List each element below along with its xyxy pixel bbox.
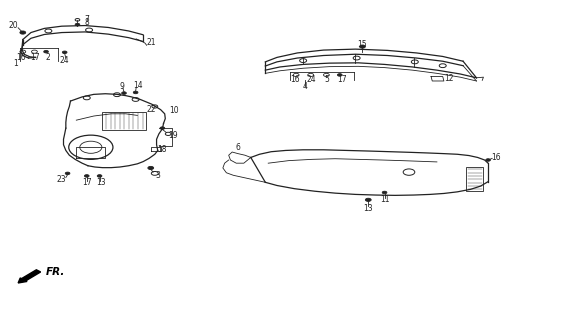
- Text: 10: 10: [169, 106, 179, 115]
- Text: 12: 12: [444, 74, 454, 83]
- Text: 4: 4: [303, 82, 307, 91]
- Text: 1: 1: [13, 59, 17, 68]
- FancyArrow shape: [18, 270, 41, 283]
- Text: 17: 17: [30, 53, 40, 62]
- Circle shape: [122, 92, 127, 94]
- Circle shape: [486, 159, 490, 161]
- Circle shape: [97, 175, 102, 177]
- Circle shape: [338, 74, 342, 76]
- Text: 11: 11: [380, 195, 389, 204]
- Circle shape: [382, 191, 387, 194]
- Circle shape: [160, 127, 165, 129]
- Text: 16: 16: [491, 153, 501, 162]
- Text: 17: 17: [82, 179, 92, 188]
- Circle shape: [65, 172, 70, 175]
- Circle shape: [148, 166, 154, 170]
- Text: 13: 13: [96, 179, 106, 188]
- Circle shape: [75, 23, 80, 26]
- Circle shape: [85, 175, 89, 177]
- Circle shape: [134, 91, 138, 94]
- Text: 3: 3: [155, 172, 160, 180]
- Text: 16: 16: [290, 75, 300, 84]
- Text: 14: 14: [133, 81, 143, 90]
- Bar: [466, 167, 483, 191]
- Bar: [103, 112, 146, 130]
- Circle shape: [62, 51, 67, 53]
- Circle shape: [20, 31, 26, 34]
- Circle shape: [44, 50, 48, 53]
- Text: 22: 22: [146, 105, 156, 114]
- Text: 8: 8: [85, 19, 89, 28]
- Text: 5: 5: [324, 75, 329, 84]
- Text: FR.: FR.: [46, 267, 65, 277]
- Text: 7: 7: [85, 15, 89, 24]
- Circle shape: [366, 198, 371, 201]
- Text: 24: 24: [60, 56, 69, 65]
- Text: 15: 15: [357, 40, 367, 49]
- Text: 9: 9: [120, 82, 124, 91]
- Text: 16: 16: [16, 53, 26, 62]
- Text: 19: 19: [168, 131, 178, 140]
- Text: 20: 20: [9, 21, 18, 30]
- Text: 21: 21: [146, 38, 156, 47]
- Text: 18: 18: [157, 145, 167, 154]
- Text: 2: 2: [45, 53, 50, 62]
- Circle shape: [360, 45, 366, 48]
- Text: 24: 24: [307, 75, 316, 84]
- Text: 23: 23: [57, 175, 66, 184]
- Text: 17: 17: [337, 75, 346, 84]
- Text: 13: 13: [363, 204, 373, 213]
- Text: 6: 6: [236, 143, 240, 152]
